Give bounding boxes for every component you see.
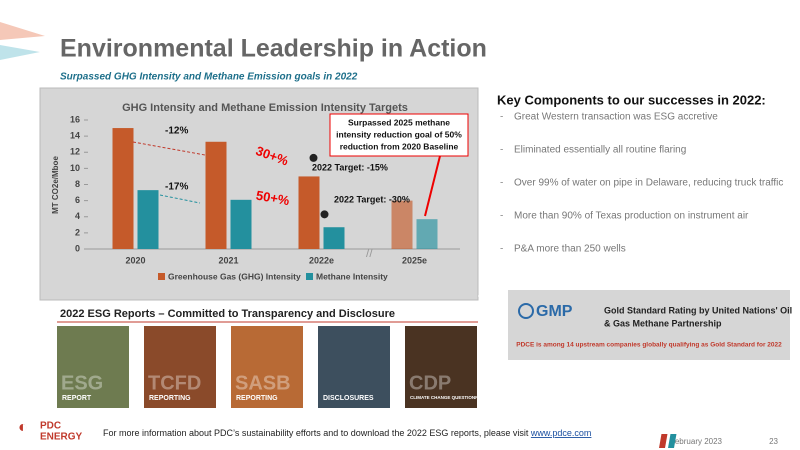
bullet: - [500,244,503,255]
gmp-icon [518,303,534,319]
y-tick-label: 0 [75,243,80,253]
chart-title: GHG Intensity and Methane Emission Inten… [122,102,408,114]
arrow [159,194,201,204]
bar [391,200,413,249]
legend-swatch [158,273,165,280]
bullet: - [500,211,503,222]
annotation: -12% [165,126,188,137]
reports-title: 2022 ESG Reports – Committed to Transpar… [60,308,395,320]
decor [668,434,677,448]
cover-big: CDP [409,372,451,394]
page-number: 23 [769,437,778,446]
key-title: Key Components to our successes in 2022: [497,92,766,107]
y-tick-label: 8 [75,179,80,189]
report-cover [57,326,129,408]
x-tick-label: 2025e [402,255,427,265]
cover-big: SASB [235,372,291,394]
date: February 2023 [670,437,723,446]
bullet: - [500,178,503,189]
target-label: 2022 Target: -30% [334,195,410,205]
decor [659,434,668,448]
callout-text: Surpassed 2025 methane [348,117,450,127]
callout-text: intensity reduction goal of 50% [336,129,462,139]
cover-label: DISCLOSURES [323,395,374,402]
y-axis-label: MT CO2e/Mboe [51,156,60,214]
footer-text: For more information about PDC’s sustain… [103,428,531,438]
bar [137,190,159,249]
callout-box [329,113,469,157]
logo: ENERGY [40,432,83,443]
subtitle: Surpassed GHG Intensity and Methane Emis… [60,72,358,83]
report-cover [144,326,216,408]
bar [205,141,227,249]
legend-label: Methane Intensity [316,271,388,281]
decor [0,45,40,60]
gmp-box [508,290,790,360]
y-tick-label: 2 [75,227,80,237]
gmp-title: Gold Standard Rating by United Nations' … [604,305,792,315]
key-item: Eliminated essentially all routine flari… [514,145,686,156]
y-tick-label: 6 [75,195,80,205]
x-tick-label: 2021 [218,255,238,265]
bar [416,219,438,249]
chart: 0 2 4 6 8 10 12 14 16 2020 2021 2022e 2025e Greenhous… [70,114,460,281]
legend-swatch [306,273,313,280]
report-cover [405,326,477,408]
annotation: 50+% [255,188,291,209]
bar [230,199,252,249]
x-tick-label: 2022e [309,255,334,265]
report-cover [318,326,390,408]
bar [298,176,320,249]
break: // [366,246,373,260]
logo-icon: ◐ [18,419,28,436]
cover-label: REPORTING [149,395,191,402]
key-item: More than 90% of Texas production on ins… [514,211,749,222]
target-label: 2022 Target: -15% [312,162,388,172]
bullet: - [500,145,503,156]
cover-label: CLIMATE CHANGE QUESTIONNAIRE [410,395,489,400]
link[interactable]: www.pdce.com [530,428,592,438]
key-item: Over 99% of water on pipe in Delaware, r… [514,178,783,189]
report-cover [231,326,303,408]
bar [112,128,134,249]
gmp-title: & Gas Methane Partnership [604,318,722,328]
target-marker [309,153,318,162]
legend-label: Greenhouse Gas (GHG) Intensity [168,271,301,281]
x-tick-label: 2020 [125,255,145,265]
y-tick-label: 14 [70,131,80,141]
y-tick-label: 16 [70,114,80,124]
bar [323,227,345,249]
cover-big: ESG [61,372,103,394]
key-item: Great Western transaction was ESG accret… [514,112,718,123]
title: Environmental Leadership in Action [60,35,487,63]
callout-text: reduction from 2020 Baseline [340,141,459,151]
gmp-note: PDCE is among 14 upstream companies glob… [516,342,782,349]
y-tick-label: 4 [75,211,80,221]
y-tick-label: 12 [70,147,80,157]
bullet: - [500,112,503,123]
arrow [132,141,206,156]
cover-label: REPORTING [236,395,278,402]
logo: PDC [40,421,61,432]
annotation: -17% [165,182,188,193]
decor [0,22,45,40]
y-tick-label: 10 [70,163,80,173]
key-item: P&A more than 250 wells [514,244,626,255]
target-marker [320,210,329,219]
footer-text: For more information about PDC’s sustain… [103,428,591,438]
gmp-logo: GMP [536,303,573,320]
cover-big: TCFD [148,372,201,394]
cover-label: REPORT [62,395,92,402]
arrow [424,155,441,217]
